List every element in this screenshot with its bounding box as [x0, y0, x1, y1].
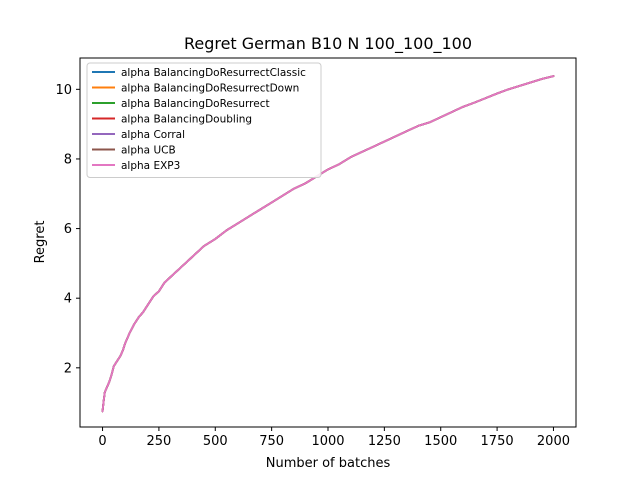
- legend-entry-label: alpha BalancingDoResurrect: [121, 98, 270, 110]
- y-tick-label: 6: [64, 222, 72, 237]
- x-tick-label: 500: [203, 434, 228, 449]
- legend-entry-label: alpha BalancingDoResurrectDown: [121, 82, 299, 94]
- y-axis: 2 4 6 8 10: [55, 83, 80, 376]
- x-tick-label: 2000: [537, 434, 570, 449]
- series-line-6: [101, 75, 555, 413]
- legend-entry-label: alpha Corral: [121, 129, 185, 141]
- chart-title: Regret German B10 N 100_100_100: [184, 34, 472, 54]
- x-tick-label: 0: [98, 434, 106, 449]
- x-tick-label: 1750: [481, 434, 514, 449]
- legend-entry-label: alpha UCB: [121, 144, 176, 156]
- x-axis-label: Number of batches: [266, 456, 391, 471]
- x-tick-label: 250: [146, 434, 171, 449]
- legend-entry-label: alpha EXP3: [121, 160, 180, 172]
- y-tick-label: 10: [55, 83, 72, 98]
- series-layer: [101, 75, 555, 413]
- y-axis-label: Regret: [33, 221, 48, 264]
- x-axis: 0 250 500 750 1000 1250 1500 1750 2000: [98, 427, 570, 449]
- x-tick-label: 1000: [311, 434, 344, 449]
- legend: alpha BalancingDoResurrectClassic alpha B…: [86, 62, 322, 178]
- x-tick-label: 1250: [368, 434, 401, 449]
- legend-entry-label: alpha BalancingDoResurrectClassic: [121, 67, 306, 79]
- x-tick-label: 750: [259, 434, 284, 449]
- y-tick-label: 4: [64, 292, 72, 307]
- y-tick-label: 2: [64, 361, 72, 376]
- legend-entry-label: alpha BalancingDoubling: [121, 113, 252, 125]
- y-tick-label: 8: [64, 152, 72, 167]
- legend-box: [86, 62, 322, 178]
- x-tick-label: 1500: [424, 434, 457, 449]
